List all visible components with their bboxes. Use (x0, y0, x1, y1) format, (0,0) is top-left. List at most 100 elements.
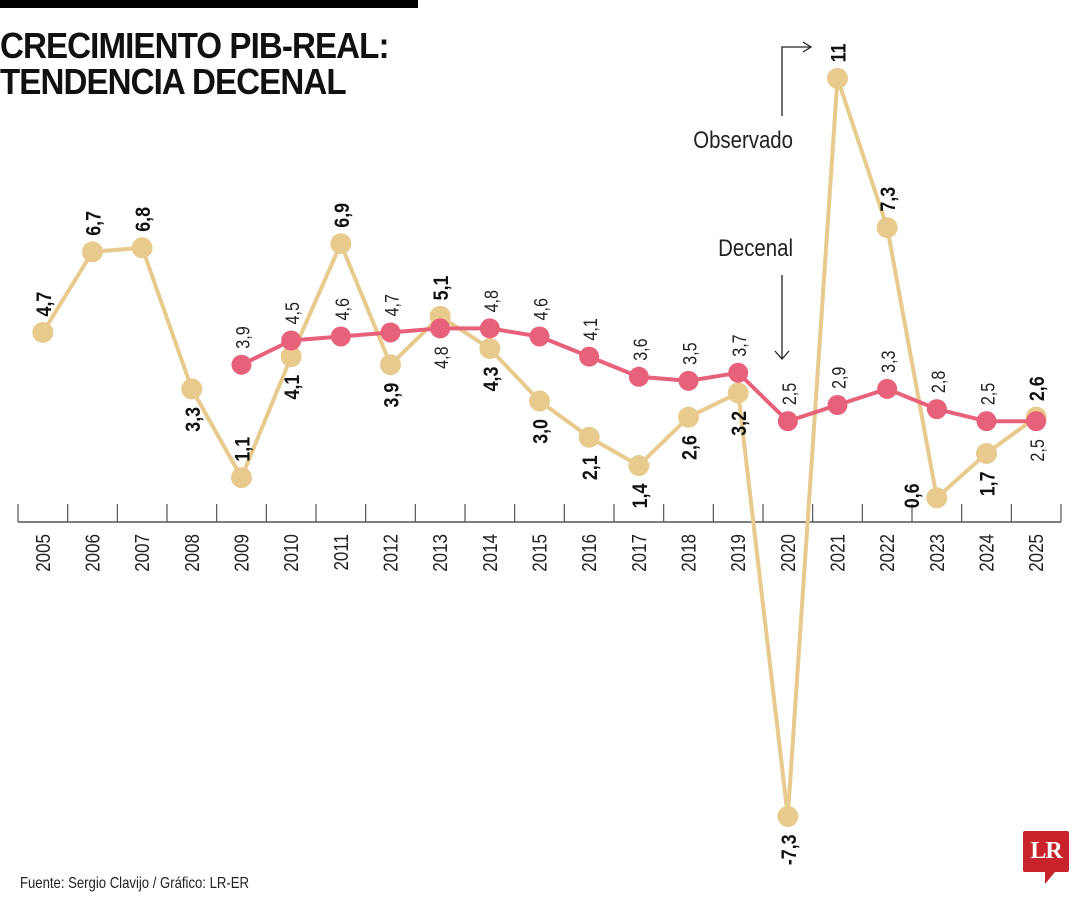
data-point-observado (578, 426, 600, 448)
data-point-decenal (678, 370, 699, 391)
data-label-observado: 2,1 (579, 455, 603, 480)
data-label-decenal: 4,1 (580, 318, 602, 340)
data-point-observado (976, 442, 997, 464)
x-tick-label: 2014 (479, 534, 502, 572)
lr-logo: LR (1023, 831, 1069, 884)
series-decenal (231, 318, 1047, 432)
data-label-observado: 1,7 (976, 471, 1000, 496)
annotations: Observado Decenal (693, 41, 813, 360)
x-tick-label: 2011 (330, 534, 353, 571)
data-point-observado (529, 390, 550, 412)
data-point-observado (231, 467, 252, 489)
data-label-decenal: 2,9 (828, 367, 850, 389)
data-label-observado: 1,4 (629, 483, 653, 508)
arrow-down-icon (774, 350, 790, 360)
data-point-decenal (1026, 411, 1047, 432)
x-tick-label: 2022 (876, 534, 899, 572)
x-tick-label: 2015 (528, 534, 551, 572)
x-tick-label: 2024 (975, 534, 998, 572)
data-label-decenal: 4,5 (282, 302, 304, 325)
title-line-1: CRECIMIENTO PIB-REAL: (0, 25, 389, 66)
top-bar (0, 0, 418, 8)
x-tick-label: 2016 (578, 534, 601, 572)
x-tick-label: 2021 (826, 534, 849, 572)
data-point-observado (727, 382, 749, 404)
data-point-decenal (926, 399, 947, 420)
data-label-decenal: 2,5 (1027, 439, 1049, 462)
data-point-observado (628, 455, 650, 477)
data-label-decenal: 3,6 (630, 338, 652, 361)
legend-label-observado: Observado (693, 126, 793, 153)
data-label-observado: 4,3 (480, 366, 504, 391)
data-point-decenal (628, 366, 649, 387)
x-tick-label: 2020 (777, 534, 800, 572)
data-label-decenal: 4,7 (381, 294, 403, 316)
source-note: Fuente: Sergio Clavijo / Gráfico: LR-ER (20, 875, 249, 892)
data-label-observado: 2,6 (1026, 376, 1050, 401)
arrow-right-icon (802, 41, 813, 53)
x-tick-label: 2018 (677, 534, 700, 572)
data-label-observado: 4,1 (281, 375, 305, 400)
data-point-observado (280, 346, 302, 368)
data-label-observado: 6,7 (82, 211, 106, 236)
x-tick-label: 2005 (32, 534, 55, 572)
data-label-decenal: 2,5 (779, 383, 801, 406)
x-tick-label: 2019 (727, 534, 750, 572)
data-label-decenal: 4,8 (431, 346, 453, 369)
data-label-observado: 7,3 (877, 187, 901, 212)
data-point-decenal (827, 395, 848, 416)
data-point-observado (32, 321, 54, 343)
data-point-observado (181, 378, 203, 400)
data-label-decenal: 3,3 (878, 350, 900, 373)
observado-pointer (781, 46, 810, 116)
data-labels: 4,7 6,7 6,8 3,3 1,1 4,1 6,9 3,9 5,1 4,3 3,0 2,1 1,4 2… (33, 43, 1050, 865)
data-point-observado (777, 805, 799, 827)
data-label-observado: 3,0 (529, 419, 553, 444)
legend-label-decenal: Decenal (718, 234, 793, 261)
x-tick-label: 2023 (926, 534, 949, 572)
data-point-observado (82, 241, 103, 263)
data-point-observado (926, 487, 948, 509)
data-point-decenal (579, 346, 600, 367)
data-point-decenal (777, 411, 798, 432)
data-label-decenal: 3,5 (679, 342, 701, 365)
data-point-observado (827, 67, 848, 89)
data-point-observado (479, 338, 501, 360)
data-label-decenal: 4,6 (530, 298, 552, 321)
data-point-decenal (430, 318, 451, 339)
data-point-decenal (281, 330, 302, 351)
data-point-decenal (479, 318, 500, 339)
data-point-observado (131, 237, 153, 259)
data-point-decenal (380, 322, 401, 343)
data-label-observado: 5,1 (430, 275, 454, 300)
data-label-observado: 0,6 (901, 483, 925, 508)
data-label-observado: 3,3 (182, 407, 206, 432)
data-point-observado (330, 233, 352, 255)
x-axis: 2005 2006 2007 2008 2009 2010 2011 2012 2013 2014… (17, 504, 1062, 572)
x-tick-label: 2006 (81, 534, 104, 572)
x-tick-label: 2025 (1025, 534, 1048, 572)
series-observado (32, 67, 1047, 827)
data-label-observado: 1,1 (231, 437, 255, 462)
data-label-observado: 2,6 (678, 435, 702, 460)
data-label-observado: -7,3 (778, 834, 802, 865)
data-point-decenal (728, 362, 749, 383)
data-point-decenal (231, 354, 252, 375)
data-label-decenal: 2,5 (977, 383, 999, 406)
data-label-observado: 6,9 (331, 203, 355, 228)
data-point-decenal (976, 411, 997, 432)
logo-text: LR (1030, 838, 1062, 864)
data-point-decenal (877, 378, 898, 399)
x-tick-label: 2010 (280, 534, 303, 572)
x-tick-label: 2017 (628, 534, 651, 572)
title-line-2: TENDENCIA DECENAL (0, 61, 347, 102)
data-label-decenal: 3,9 (232, 326, 254, 348)
x-tick-label: 2007 (131, 534, 154, 572)
data-label-observado: 3,2 (728, 411, 752, 436)
data-label-observado: 11 (827, 43, 851, 62)
x-tick-label: 2009 (230, 534, 253, 572)
chart-title: CRECIMIENTO PIB-REAL: TENDENCIA DECENAL (0, 28, 389, 100)
data-point-decenal (330, 326, 351, 347)
data-label-decenal: 3,7 (729, 334, 751, 356)
data-point-observado (876, 217, 898, 239)
